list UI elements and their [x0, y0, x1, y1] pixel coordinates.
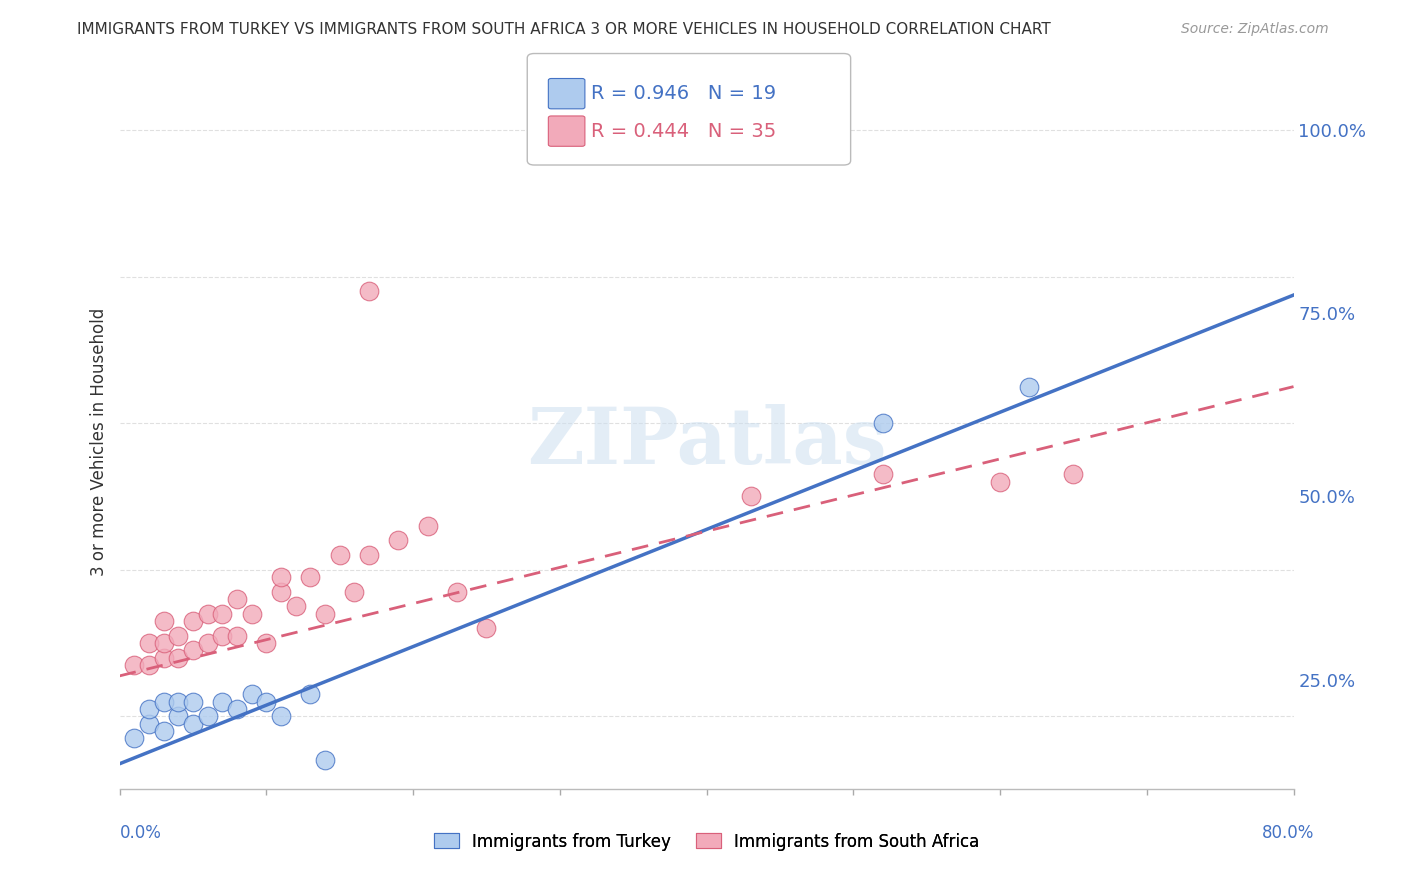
- Point: [872, 416, 894, 430]
- Point: [197, 607, 219, 621]
- Text: R = 0.444   N = 35: R = 0.444 N = 35: [591, 121, 776, 141]
- Text: 0.0%: 0.0%: [120, 824, 162, 842]
- Point: [152, 694, 174, 708]
- Text: IMMIGRANTS FROM TURKEY VS IMMIGRANTS FROM SOUTH AFRICA 3 OR MORE VEHICLES IN HOU: IMMIGRANTS FROM TURKEY VS IMMIGRANTS FRO…: [77, 22, 1052, 37]
- Point: [122, 731, 145, 746]
- Point: [270, 570, 292, 584]
- Point: [225, 592, 249, 607]
- Point: [181, 716, 204, 731]
- Point: [152, 636, 174, 650]
- Point: [197, 709, 219, 723]
- Point: [299, 687, 322, 701]
- Legend: Immigrants from Turkey, Immigrants from South Africa: Immigrants from Turkey, Immigrants from …: [433, 832, 980, 851]
- Point: [225, 629, 249, 643]
- Point: [211, 694, 233, 708]
- Point: [181, 614, 204, 628]
- Text: 80.0%: 80.0%: [1263, 824, 1315, 842]
- Point: [167, 650, 190, 665]
- Point: [1018, 379, 1040, 393]
- Point: [167, 629, 190, 643]
- Point: [211, 629, 233, 643]
- Point: [1062, 467, 1084, 482]
- Point: [872, 467, 894, 482]
- Point: [138, 716, 160, 731]
- Point: [167, 709, 190, 723]
- Text: Source: ZipAtlas.com: Source: ZipAtlas.com: [1181, 22, 1329, 37]
- Point: [299, 570, 322, 584]
- Point: [225, 702, 249, 716]
- Point: [240, 607, 263, 621]
- Point: [387, 533, 409, 548]
- Point: [138, 702, 160, 716]
- Point: [211, 607, 233, 621]
- Point: [181, 643, 204, 657]
- Point: [138, 657, 160, 672]
- Point: [357, 285, 380, 299]
- Point: [181, 694, 204, 708]
- Text: ZIPatlas: ZIPatlas: [527, 403, 886, 480]
- Y-axis label: 3 or more Vehicles in Household: 3 or more Vehicles in Household: [90, 308, 108, 575]
- Point: [284, 599, 307, 614]
- Point: [446, 584, 468, 599]
- Point: [152, 614, 174, 628]
- Point: [122, 657, 145, 672]
- Point: [197, 636, 219, 650]
- Point: [416, 518, 439, 533]
- Point: [314, 607, 336, 621]
- Point: [254, 636, 277, 650]
- Point: [240, 687, 263, 701]
- Point: [138, 636, 160, 650]
- Point: [343, 584, 366, 599]
- Point: [270, 584, 292, 599]
- Point: [475, 621, 498, 635]
- Point: [988, 475, 1011, 489]
- Point: [254, 694, 277, 708]
- Point: [329, 548, 352, 562]
- Point: [740, 490, 762, 504]
- Point: [314, 753, 336, 767]
- Point: [152, 723, 174, 738]
- Point: [357, 548, 380, 562]
- Point: [167, 694, 190, 708]
- Point: [152, 650, 174, 665]
- Text: R = 0.946   N = 19: R = 0.946 N = 19: [591, 84, 776, 103]
- Point: [270, 709, 292, 723]
